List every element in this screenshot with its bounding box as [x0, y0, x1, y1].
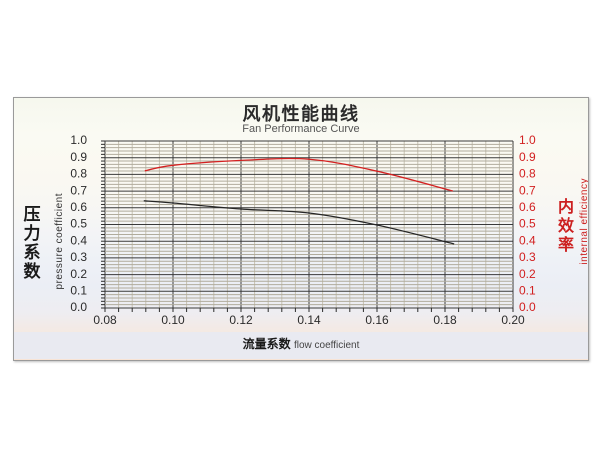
- svg-text:0.8: 0.8: [519, 167, 536, 181]
- svg-text:0.9: 0.9: [70, 150, 87, 164]
- svg-text:0.12: 0.12: [229, 313, 253, 327]
- svg-text:0.7: 0.7: [70, 183, 87, 197]
- svg-text:0.1: 0.1: [70, 283, 87, 297]
- svg-text:0.18: 0.18: [433, 313, 457, 327]
- svg-text:0.4: 0.4: [70, 233, 87, 247]
- svg-text:0.3: 0.3: [70, 250, 87, 264]
- svg-text:0.5: 0.5: [519, 217, 536, 231]
- svg-text:0.16: 0.16: [365, 313, 389, 327]
- svg-text:0.2: 0.2: [70, 267, 87, 281]
- svg-text:0.1: 0.1: [519, 283, 536, 297]
- svg-text:0.10: 0.10: [161, 313, 185, 327]
- svg-text:0.6: 0.6: [519, 200, 536, 214]
- svg-text:0.4: 0.4: [519, 233, 536, 247]
- svg-text:0.6: 0.6: [70, 200, 87, 214]
- svg-text:0.7: 0.7: [519, 183, 536, 197]
- svg-text:0.20: 0.20: [501, 313, 525, 327]
- svg-text:1.0: 1.0: [70, 133, 87, 147]
- svg-text:1.0: 1.0: [519, 133, 536, 147]
- svg-text:0.8: 0.8: [70, 167, 87, 181]
- svg-text:0.2: 0.2: [519, 267, 536, 281]
- svg-text:0.5: 0.5: [70, 217, 87, 231]
- svg-text:0.9: 0.9: [519, 150, 536, 164]
- svg-text:0.3: 0.3: [519, 250, 536, 264]
- svg-text:0.0: 0.0: [70, 300, 87, 314]
- svg-text:0.14: 0.14: [297, 313, 321, 327]
- svg-text:0.08: 0.08: [93, 313, 117, 327]
